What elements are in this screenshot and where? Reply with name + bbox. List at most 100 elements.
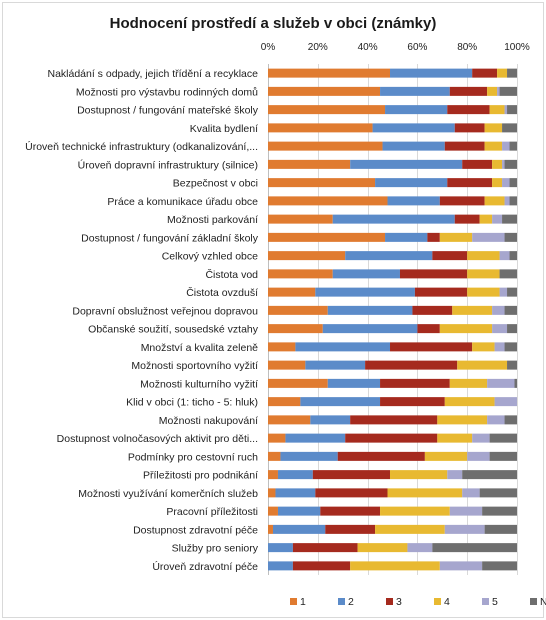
bar-segment — [268, 196, 388, 206]
bar-segment — [268, 378, 328, 388]
bar-segment — [424, 451, 468, 461]
bar-segment — [447, 470, 463, 480]
bar-segment — [380, 86, 450, 96]
bar-row — [268, 287, 517, 297]
bar-row — [268, 506, 517, 516]
bar-segment — [268, 251, 346, 261]
bar-segment — [268, 488, 276, 498]
bar-segment — [277, 506, 321, 516]
bar-segment — [387, 196, 440, 206]
bar-segment — [285, 433, 346, 443]
bar-segment — [494, 342, 505, 352]
bar-segment — [380, 397, 445, 407]
bar-row — [268, 196, 517, 206]
bar-segment — [268, 561, 293, 571]
bar-segment — [484, 196, 505, 206]
bar-segment — [449, 378, 488, 388]
bar-segment — [504, 196, 510, 206]
legend-swatch — [290, 598, 297, 605]
bar-segment — [390, 68, 473, 78]
category-label: Čistota ovzduší — [186, 286, 258, 299]
bar-segment — [268, 68, 391, 78]
legend-label: 4 — [444, 596, 450, 608]
bar-row — [268, 433, 517, 443]
bar-segment — [268, 543, 293, 553]
bar-row — [268, 141, 517, 151]
category-label: Dostupnost / fungování základní školy — [81, 232, 259, 244]
legend-item: 1 — [290, 596, 306, 608]
grid-lines — [268, 64, 518, 575]
bar-segment — [482, 506, 517, 516]
bar-segment — [375, 524, 445, 534]
category-label: Dostupnost zdravotní péče — [133, 524, 258, 536]
bar-segment — [375, 178, 448, 188]
legend-swatch — [482, 598, 489, 605]
bar-segment — [444, 397, 495, 407]
bar-segment — [439, 324, 493, 334]
bar-segment — [479, 488, 517, 498]
category-label: Úroveň technické infrastruktury (odkanal… — [25, 140, 258, 153]
bar-row — [268, 105, 517, 115]
bar-row — [268, 415, 517, 425]
bar-segment — [462, 488, 480, 498]
bar-segment — [507, 105, 517, 115]
bar-segment — [315, 287, 415, 297]
bar-row — [268, 232, 517, 242]
legend-label: 2 — [348, 596, 354, 608]
bar-segment — [275, 488, 316, 498]
bar-segment — [484, 141, 503, 151]
bar-segment — [507, 324, 517, 334]
bar-segment — [472, 433, 490, 443]
bar-segment — [507, 287, 517, 297]
legend-item: 4 — [434, 596, 450, 608]
bar-segment — [312, 470, 391, 480]
category-label: Dopravní obslužnost veřejnou dopravou — [72, 305, 258, 317]
bar-segment — [504, 105, 508, 115]
category-labels: Nakládání s odpady, jejich třídění a rec… — [25, 68, 259, 573]
bar-segment — [492, 324, 508, 334]
legend-label: Nevím — [540, 596, 546, 608]
bar-segment — [497, 86, 500, 96]
bar-segment — [268, 214, 333, 224]
bar-segment — [482, 561, 517, 571]
bar-segment — [449, 506, 483, 516]
category-label: Bezpečnost v obci — [173, 178, 258, 190]
category-label: Čistota vod — [205, 268, 258, 281]
bar-segment — [452, 305, 493, 315]
category-label: Nakládání s odpady, jejich třídění a rec… — [47, 68, 258, 80]
bar-segment — [504, 415, 517, 425]
bar-segment — [454, 123, 485, 133]
bar-segment — [492, 305, 505, 315]
bar-segment — [322, 324, 418, 334]
legend-label: 3 — [396, 596, 402, 608]
bar-segment — [268, 159, 351, 169]
bar-segment — [268, 433, 286, 443]
bar-segment — [300, 397, 381, 407]
bar-row — [268, 251, 517, 261]
bar-segment — [268, 123, 373, 133]
bar-segment — [509, 178, 517, 188]
bar-segment — [390, 470, 448, 480]
category-label: Pracovní příležitosti — [166, 506, 258, 518]
category-label: Občanské soužití, sousedské vztahy — [88, 324, 259, 336]
bar-segment — [499, 86, 517, 96]
bar-segment — [268, 305, 328, 315]
bar-segment — [492, 159, 503, 169]
category-label: Úroveň zdravotní péče — [152, 560, 258, 573]
bar-segment — [268, 360, 306, 370]
bar-segment — [447, 178, 493, 188]
chart-title: Hodnocení prostředí a služeb v obci (zná… — [110, 15, 437, 32]
x-tick-label: 40% — [358, 42, 378, 53]
bar-row — [268, 524, 517, 534]
bar-segment — [315, 488, 388, 498]
bar-segment — [268, 105, 386, 115]
bar-segment — [268, 415, 311, 425]
bar-row — [268, 451, 517, 461]
bar-segment — [484, 524, 517, 534]
bar-segment — [489, 433, 517, 443]
bar-segment — [380, 506, 450, 516]
bar-row — [268, 378, 517, 388]
legend-label: 5 — [492, 596, 498, 608]
bar-segment — [382, 141, 445, 151]
